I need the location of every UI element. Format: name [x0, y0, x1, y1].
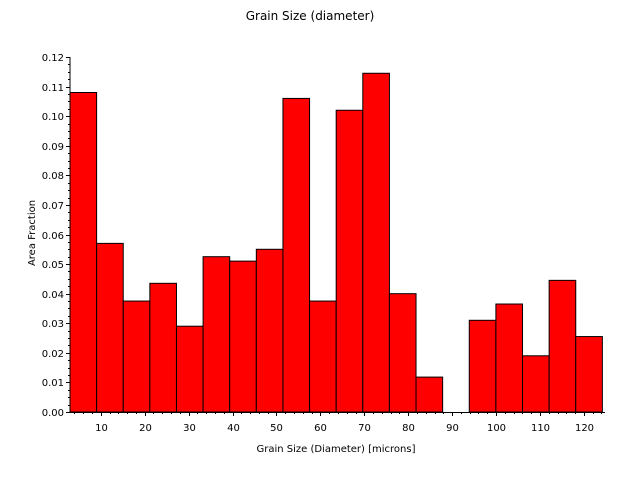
histogram-bar-13 — [415, 376, 444, 413]
histogram-bar-17 — [522, 355, 550, 413]
histogram-bar-4 — [175, 325, 204, 413]
y-tick-label-12: 0.12 — [42, 53, 64, 64]
y-tick-label-4: 0.04 — [42, 290, 64, 301]
x-tick-label-5: 60 — [314, 423, 327, 434]
histogram-bar-12 — [388, 293, 417, 413]
x-tick-label-0: 10 — [95, 423, 108, 434]
histogram-bar-5 — [202, 256, 231, 413]
y-tick-label-8: 0.08 — [42, 171, 64, 182]
x-tick-label-11: 120 — [575, 423, 594, 434]
x-tick-label-9: 100 — [487, 423, 506, 434]
y-tick-label-0: 0.00 — [42, 408, 64, 419]
x-tick-label-8: 90 — [446, 423, 459, 434]
x-tick-label-4: 50 — [270, 423, 283, 434]
y-tick-label-2: 0.02 — [42, 349, 64, 360]
histogram-bar-16 — [495, 303, 524, 413]
histogram-bar-19 — [575, 336, 603, 413]
y-axis-label: Area Fraction — [27, 200, 38, 266]
x-tick-label-7: 80 — [402, 423, 415, 434]
y-tick-label-10: 0.10 — [42, 112, 64, 123]
histogram-bar-8 — [282, 97, 311, 413]
x-tick-label-3: 40 — [227, 423, 240, 434]
x-tick-label-6: 70 — [358, 423, 371, 434]
histogram-bar-1 — [96, 242, 124, 413]
histogram-bar-10 — [335, 109, 364, 413]
y-tick-label-3: 0.03 — [42, 319, 64, 330]
x-axis-label: Grain Size (Diameter) [microns] — [256, 444, 415, 455]
histogram-bar-2 — [122, 300, 151, 413]
histogram-bar-6 — [229, 260, 257, 413]
y-tick-label-6: 0.06 — [42, 231, 64, 242]
y-tick-label-7: 0.07 — [42, 201, 64, 212]
histogram-bar-0 — [69, 92, 98, 413]
axes-group: 0.00 0.01 0.02 0.03 0.04 0.05 0.06 0.07 0.08 0.09… — [42, 53, 605, 434]
histogram-bar-11 — [362, 72, 390, 413]
chart-title: Grain Size (diameter) — [246, 9, 375, 23]
y-tick-label-9: 0.09 — [42, 142, 64, 153]
y-tick-label-5: 0.05 — [42, 260, 64, 271]
histogram-bar-15 — [468, 319, 497, 413]
histogram-bar-18 — [548, 279, 577, 413]
x-tick-label-1: 20 — [139, 423, 152, 434]
histogram-bar-7 — [255, 248, 284, 413]
bars-group — [69, 72, 603, 413]
x-tick-label-2: 30 — [183, 423, 196, 434]
x-tick-label-10: 110 — [531, 423, 550, 434]
y-tick-label-11: 0.11 — [42, 83, 64, 94]
y-tick-label-1: 0.01 — [42, 378, 64, 389]
histogram-bar-9 — [309, 300, 337, 413]
histogram-bar-3 — [149, 282, 177, 413]
